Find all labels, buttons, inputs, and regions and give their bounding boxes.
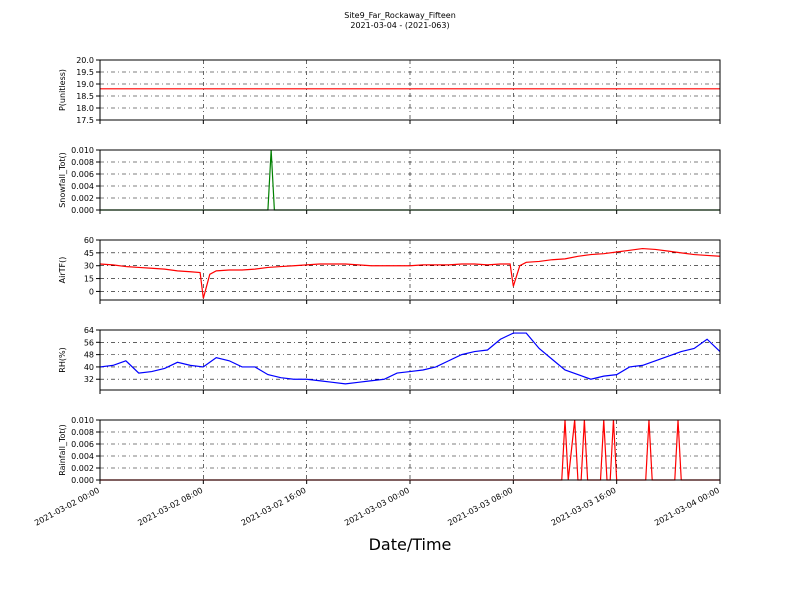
y-tick-label: 15 <box>84 275 94 284</box>
y-tick-label: 0 <box>89 287 94 296</box>
y-axis-label: RH(%) <box>58 347 67 372</box>
y-tick-label: 18.5 <box>76 92 94 101</box>
y-tick-label: 20.0 <box>76 56 94 65</box>
y-tick-label: 64 <box>84 326 94 335</box>
axes-frame <box>99 149 721 211</box>
y-tick-label: 48 <box>84 351 94 360</box>
y-tick-label: 0.010 <box>71 146 94 155</box>
y-tick-label: 30 <box>84 262 94 271</box>
y-tick-label: 0.004 <box>71 182 94 191</box>
y-axis-label: AirTF() <box>58 257 67 284</box>
y-tick-label: 0.004 <box>71 452 94 461</box>
y-tick-label: 0.010 <box>71 416 94 425</box>
y-tick-label: 0.006 <box>71 440 94 449</box>
y-axis-label: Rainfall_Tot() <box>58 424 67 476</box>
y-tick-label: 0.006 <box>71 170 94 179</box>
y-tick-label: 60 <box>84 236 94 245</box>
y-axis-label: P(unitless) <box>58 69 67 111</box>
title: Site9_Far_Rockaway_Fifteen <box>344 11 456 20</box>
y-tick-label: 0.002 <box>71 194 94 203</box>
axes-frame <box>99 239 721 301</box>
y-tick-label: 56 <box>84 338 94 347</box>
y-tick-label: 18.0 <box>76 104 94 113</box>
y-tick-label: 0.008 <box>71 428 94 437</box>
data-line <box>99 332 721 385</box>
y-tick-label: 45 <box>84 249 94 258</box>
axes-frame <box>99 419 721 481</box>
axes-frame <box>99 329 721 391</box>
axes-frame <box>99 59 721 121</box>
y-tick-label: 0.000 <box>71 206 94 215</box>
y-tick-label: 40 <box>84 363 94 372</box>
x-axis-label: Date/Time <box>369 535 452 554</box>
y-tick-label: 0.000 <box>71 476 94 485</box>
y-axis-label: Snowfall_Tot() <box>58 152 67 208</box>
data-line <box>99 247 721 299</box>
y-tick-label: 17.5 <box>76 116 94 125</box>
y-tick-label: 32 <box>84 375 94 384</box>
y-tick-label: 19.5 <box>76 68 94 77</box>
y-tick-label: 19.0 <box>76 80 94 89</box>
y-tick-label: 0.002 <box>71 464 94 473</box>
y-tick-label: 0.008 <box>71 158 94 167</box>
subtitle: 2021-03-04 - (2021-063) <box>350 21 449 30</box>
